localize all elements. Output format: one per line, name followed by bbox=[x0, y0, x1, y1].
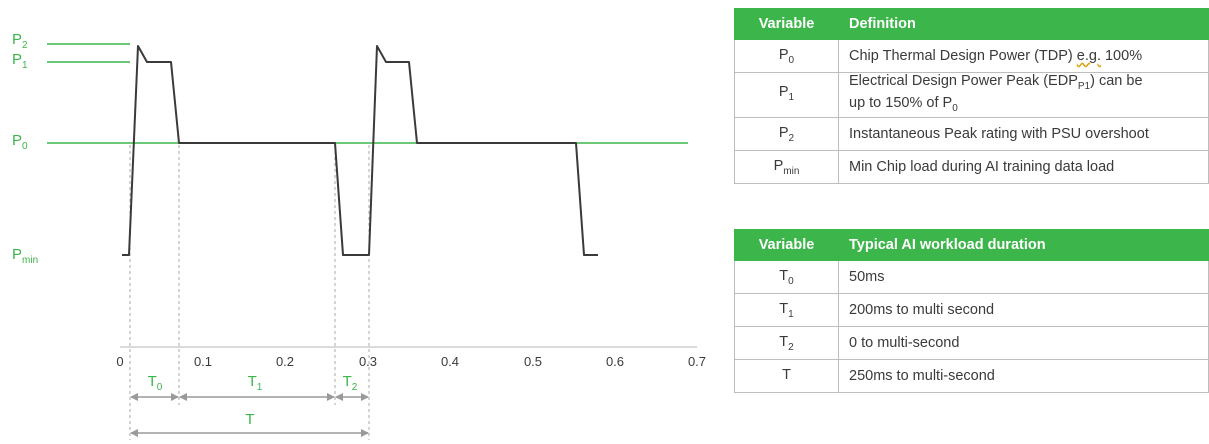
x-tick-label: 0 bbox=[116, 354, 123, 369]
header-duration: Typical AI workload duration bbox=[838, 229, 1209, 261]
label-t2: T2 bbox=[343, 373, 358, 393]
duration-cell: 50ms bbox=[838, 260, 1209, 294]
table-row: T1 200ms to multi second bbox=[734, 293, 1209, 327]
duration-cell: 200ms to multi second bbox=[838, 293, 1209, 327]
variable-cell: T2 bbox=[734, 326, 839, 360]
x-tick-label: 0.6 bbox=[606, 354, 624, 369]
label-p2: P2 bbox=[12, 31, 28, 51]
header-variable: Variable bbox=[734, 229, 839, 261]
duration-cell: 0 to multi-second bbox=[838, 326, 1209, 360]
x-tick-label: 0.5 bbox=[524, 354, 542, 369]
definition-cell: Chip Thermal Design Power (TDP) e.g. 100… bbox=[838, 39, 1209, 73]
label-t1: T1 bbox=[248, 373, 263, 393]
variable-cell: T1 bbox=[734, 293, 839, 327]
table-row: T0 50ms bbox=[734, 260, 1209, 294]
label-total-t: T bbox=[245, 411, 254, 428]
power-waveform-diagram: P2 P1 P0 Pmin 0 0.1 0.2 0.3 0.4 0.5 0.6 … bbox=[12, 31, 706, 440]
variable-cell: T bbox=[734, 359, 839, 393]
variable-cell: Pmin bbox=[734, 150, 839, 184]
table-header-row: Variable Typical AI workload duration bbox=[734, 229, 1209, 261]
variable-cell: P2 bbox=[734, 117, 839, 151]
table-row: T 250ms to multi-second bbox=[734, 359, 1209, 393]
label-t0: T0 bbox=[148, 373, 163, 393]
table-row: P1 Electrical Design Power Peak (EDPP1) … bbox=[734, 72, 1209, 118]
label-p1: P1 bbox=[12, 51, 28, 71]
definition-cell: Min Chip load during AI training data lo… bbox=[838, 150, 1209, 184]
table-header-row: Variable Definition bbox=[734, 8, 1209, 40]
variable-cell: P0 bbox=[734, 39, 839, 73]
power-trace bbox=[122, 45, 598, 256]
x-tick-label: 0.3 bbox=[359, 354, 377, 369]
duration-cell: 250ms to multi-second bbox=[838, 359, 1209, 393]
power-definitions-table: Variable Definition P0 Chip Thermal Desi… bbox=[734, 8, 1209, 184]
x-tick-label: 0.4 bbox=[441, 354, 459, 369]
variable-cell: P1 bbox=[734, 72, 839, 118]
label-p0: P0 bbox=[12, 132, 28, 152]
workload-duration-table: Variable Typical AI workload duration T0… bbox=[734, 229, 1209, 393]
table-row: Pmin Min Chip load during AI training da… bbox=[734, 150, 1209, 184]
x-tick-label: 0.2 bbox=[276, 354, 294, 369]
table-row: P2 Instantaneous Peak rating with PSU ov… bbox=[734, 117, 1209, 151]
vertical-guides bbox=[129, 145, 370, 440]
definition-cell: Electrical Design Power Peak (EDPP1) can… bbox=[838, 72, 1209, 118]
header-definition: Definition bbox=[838, 8, 1209, 40]
x-tick-label: 0.1 bbox=[194, 354, 212, 369]
x-tick-labels: 0 0.1 0.2 0.3 0.4 0.5 0.6 0.7 bbox=[116, 354, 706, 369]
duration-arrows bbox=[130, 393, 369, 437]
variable-cell: T0 bbox=[734, 260, 839, 294]
header-variable: Variable bbox=[734, 8, 839, 40]
definition-cell: Instantaneous Peak rating with PSU overs… bbox=[838, 117, 1209, 151]
table-row: P0 Chip Thermal Design Power (TDP) e.g. … bbox=[734, 39, 1209, 73]
x-tick-label: 0.7 bbox=[688, 354, 706, 369]
label-pmin: Pmin bbox=[12, 246, 38, 266]
table-row: T2 0 to multi-second bbox=[734, 326, 1209, 360]
